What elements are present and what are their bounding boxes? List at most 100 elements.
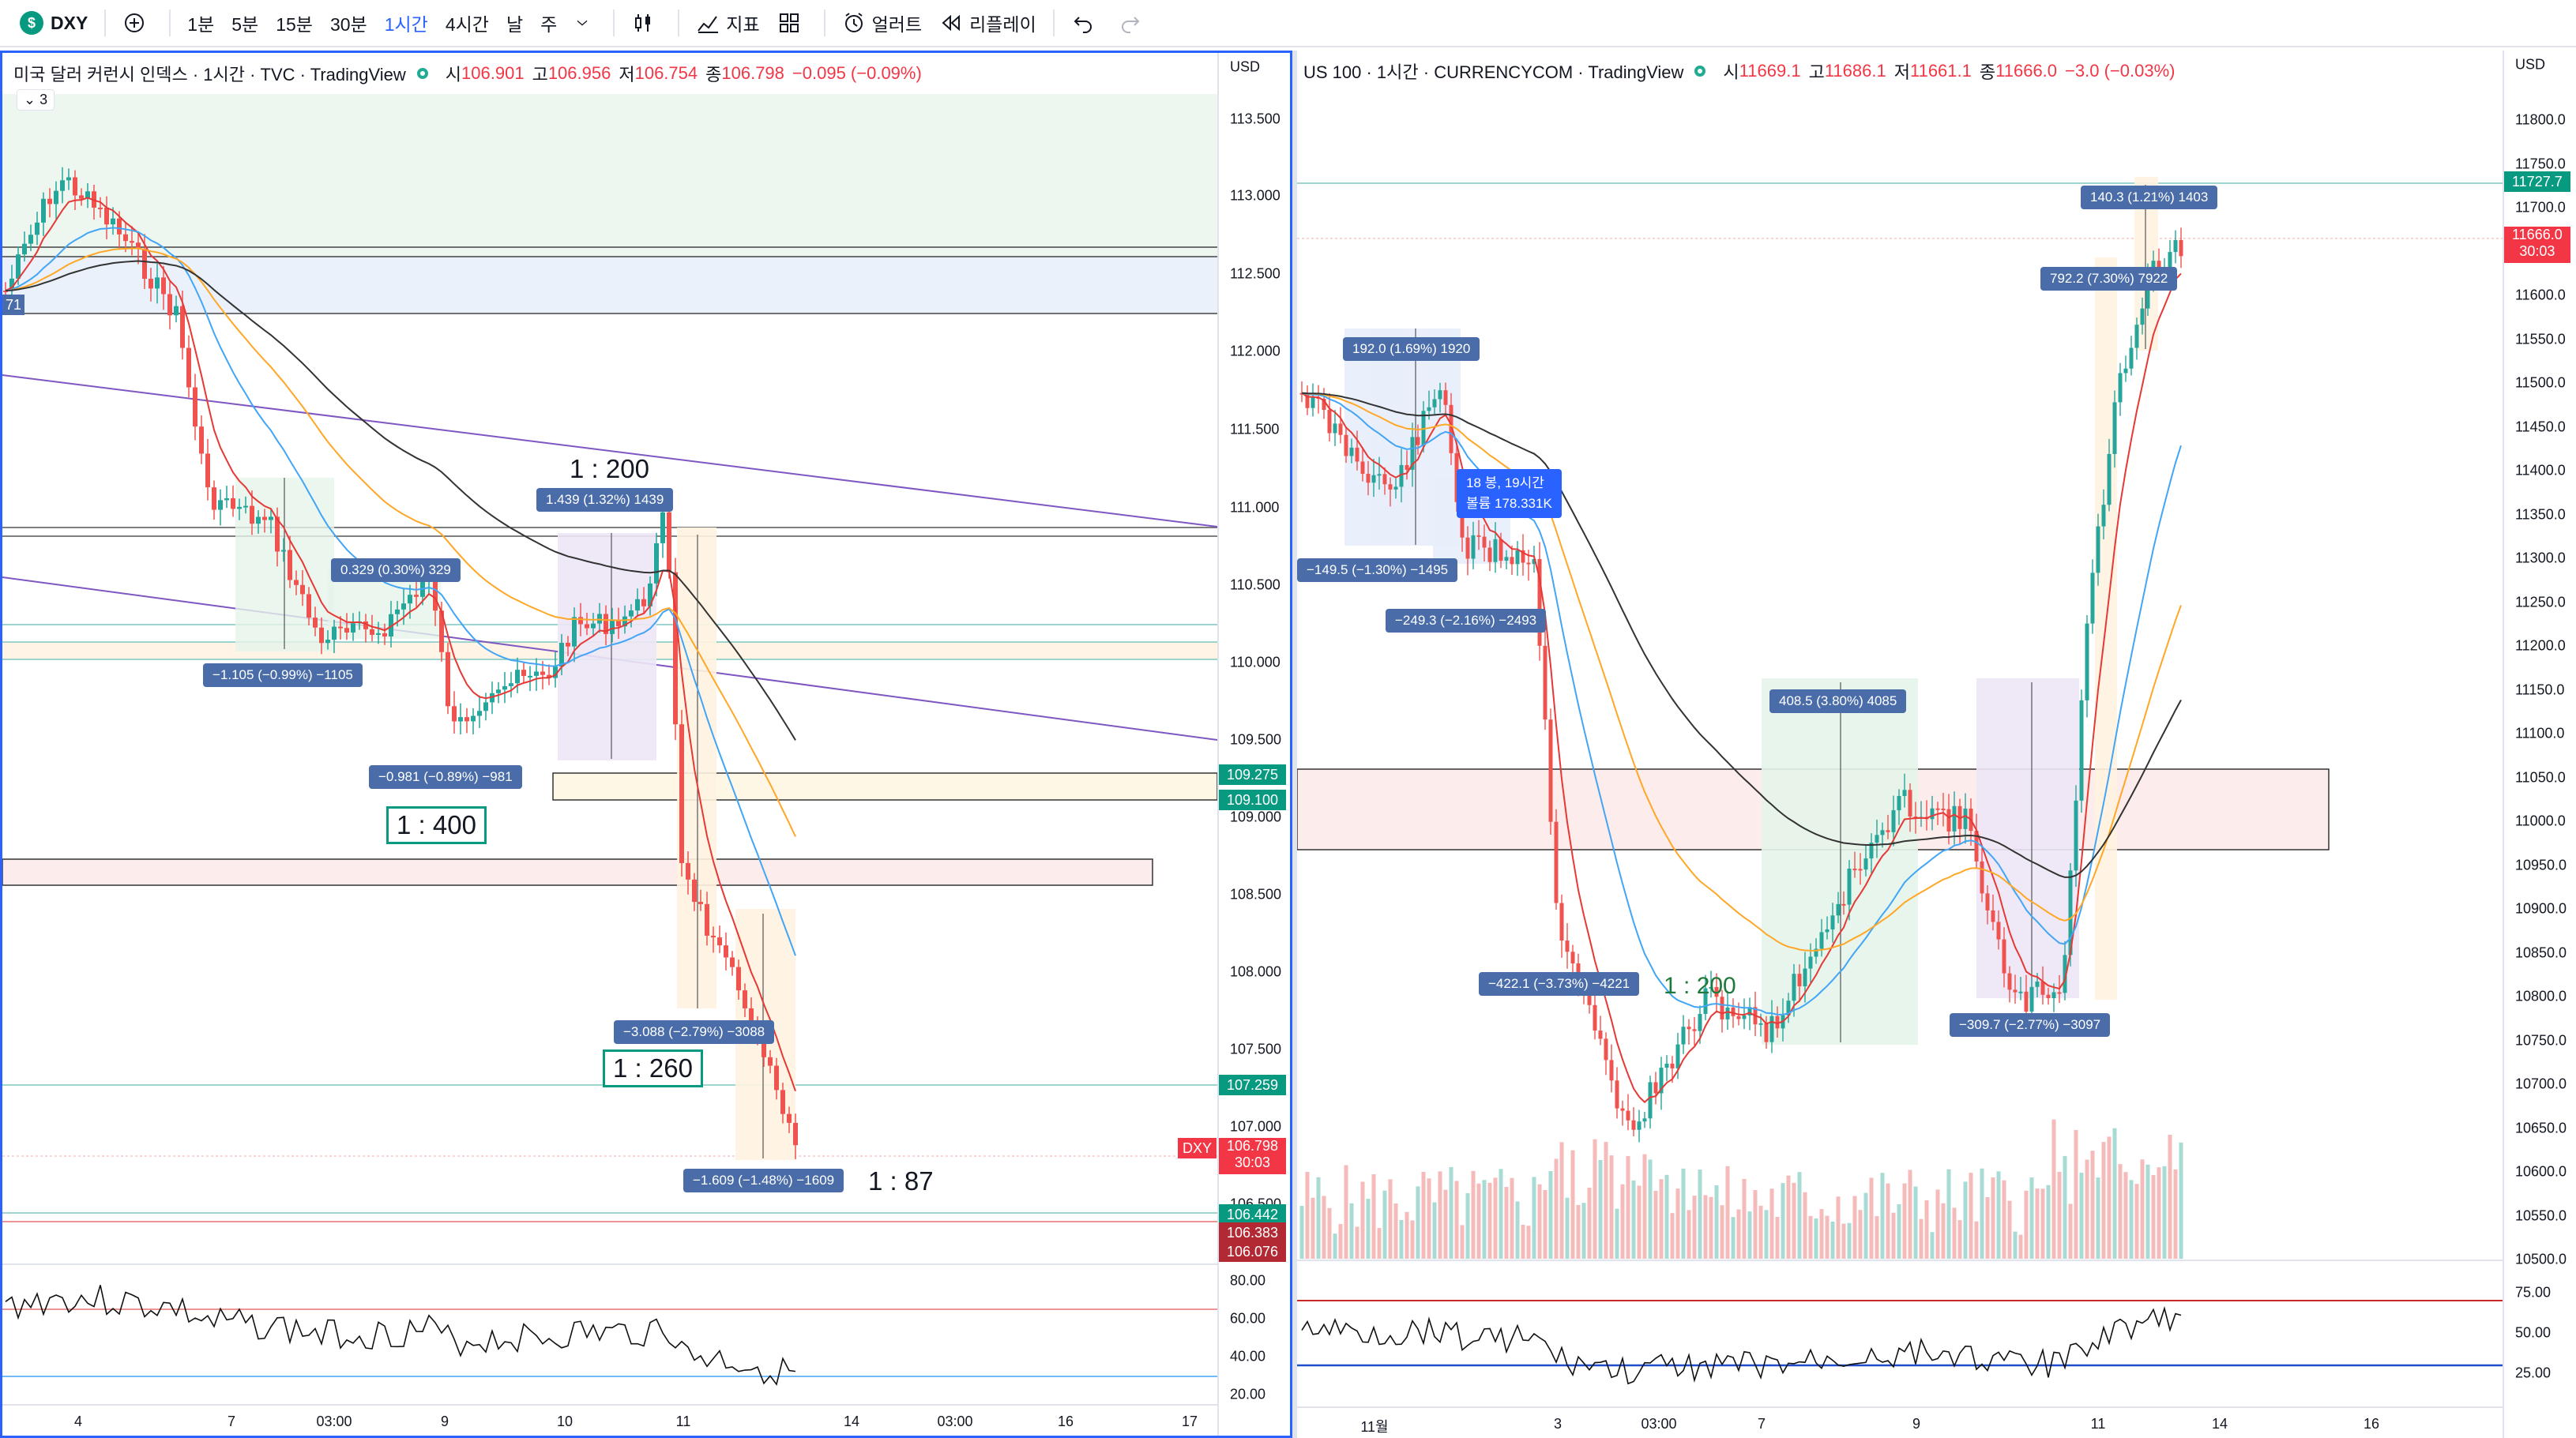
price-tick: 108.000 [1230, 963, 1282, 980]
volume-bar [1687, 1210, 1691, 1259]
volume-bar [1758, 1205, 1763, 1259]
volume-bar [1338, 1224, 1343, 1259]
volume-bar [1421, 1171, 1426, 1259]
candle-body [1769, 1016, 1774, 1042]
interval-1h[interactable]: 1시간 [384, 14, 428, 35]
range-tooltip: 18 봉, 19시간 볼륨 178.331K [1457, 469, 1562, 518]
interval-week[interactable]: 주 [540, 14, 558, 35]
candle-body [1814, 948, 1818, 957]
volume-bar [1886, 1183, 1890, 1259]
divider [613, 9, 615, 36]
volume-bar [1598, 1159, 1603, 1259]
candle-body [79, 195, 84, 199]
us100-chart-pane[interactable]: US 100 · 1시간 · CURRENCYCOM · TradingView… [1297, 51, 2576, 1438]
time-tick: 4 [73, 1414, 83, 1429]
candle-body [1825, 929, 1830, 933]
replay-button[interactable]: 리플레이 [931, 6, 1045, 40]
candle-body [540, 671, 545, 675]
candle-body [167, 294, 172, 316]
candle-body [2068, 870, 2073, 956]
volume-bar [1371, 1174, 1376, 1259]
volume-bar [1299, 1206, 1304, 1259]
candle-body [2074, 800, 2078, 871]
volume-bar [1476, 1183, 1481, 1259]
candle-body [2179, 240, 2183, 257]
dxy-low: 106.754 [634, 63, 698, 83]
volume-bar [1808, 1215, 1813, 1259]
price-tick: 11400.0 [2515, 462, 2566, 479]
interval-15m[interactable]: 15분 [276, 14, 313, 35]
compare-symbol-button[interactable] [114, 6, 161, 40]
dxy-chart-canvas[interactable] [2, 53, 1290, 1436]
alert-button[interactable]: 얼러트 [833, 6, 931, 40]
price-label: 11666.0 30:03 [2504, 227, 2570, 263]
candle-body [616, 619, 621, 627]
dxy-price-axis[interactable]: USD 113.500 113.000 112.500 112.000 111.500 1… [1178, 53, 1290, 1436]
rsi-line [5, 1285, 796, 1386]
interval-4h[interactable]: 4시간 [445, 14, 489, 35]
candle-body [1637, 1121, 1641, 1130]
interval-dropdown[interactable] [566, 6, 605, 40]
time-tick: 14 [2211, 1416, 2228, 1432]
candle-body [111, 218, 115, 225]
interval-5m[interactable]: 5분 [231, 14, 259, 35]
volume-bar [1709, 1196, 1713, 1259]
indicators-button[interactable]: 지표 [687, 6, 768, 40]
volume-bar [1460, 1225, 1465, 1259]
candle-body [1803, 968, 1807, 986]
undo-button[interactable] [1062, 6, 1110, 40]
interval-day[interactable]: 날 [506, 14, 524, 35]
candle-body [1742, 1015, 1747, 1019]
candle-body [98, 207, 103, 209]
candle-body [218, 500, 223, 510]
volume-bar [1454, 1181, 1459, 1259]
volume-bar [1482, 1180, 1487, 1259]
candle-body [1471, 535, 1476, 559]
interval-30m[interactable]: 30분 [329, 14, 367, 35]
candle-body [774, 1065, 779, 1091]
candle-body [1554, 821, 1559, 903]
redo-button[interactable] [1110, 6, 1157, 40]
dxy-high: 106.956 [547, 63, 611, 83]
candle-body [1659, 1068, 1664, 1094]
volume-bar [1532, 1177, 1536, 1259]
pane-divider[interactable] [1292, 51, 1297, 1438]
symbol-search-button[interactable]: $ DXY [11, 6, 96, 40]
time-tick: 9 [440, 1414, 449, 1429]
candle-body [635, 599, 640, 611]
candle-body [534, 671, 539, 676]
candle-body [1366, 474, 1371, 483]
green-zone [2, 94, 1217, 287]
candle-body [1504, 557, 1509, 561]
divider [678, 9, 680, 36]
rsi-tick: 50.00 [2515, 1324, 2552, 1341]
rsi-tick: 40.00 [1230, 1348, 1266, 1365]
volume-bar [1382, 1190, 1387, 1259]
candle-body [749, 1008, 754, 1028]
candle-body [1858, 869, 1863, 871]
chart-type-button[interactable] [622, 6, 670, 40]
risk-reward-ratio: 1 : 87 [868, 1166, 934, 1196]
us100-chart-canvas[interactable] [1297, 51, 2576, 1438]
us100-price-axis[interactable]: USD 11800.011750.011700.011650.011600.01… [2503, 51, 2576, 1438]
moving-average [1301, 392, 2182, 878]
candle-body [705, 903, 709, 936]
dxy-chart-pane[interactable]: 미국 달러 커런시 인덱스 · 1시간 · TVC · TradingView … [0, 51, 1292, 1438]
volume-bar [1775, 1216, 1780, 1259]
candle-body [2096, 526, 2100, 573]
price-tick: 11450.0 [2515, 419, 2566, 434]
layout-templates-button[interactable] [769, 6, 816, 40]
candle-body [1819, 932, 1824, 949]
candle-body [136, 242, 141, 249]
volume-bar [1399, 1219, 1404, 1259]
interval-1m[interactable]: 1분 [187, 14, 215, 35]
indicators-collapse-toggle[interactable]: ⌄ 3 [17, 89, 55, 111]
candle-body [1360, 461, 1365, 475]
dxy-time-axis[interactable]: 4 7 03:00 9 10 11 14 03:00 16 17 [2, 1404, 1217, 1436]
volume-bar [1366, 1199, 1371, 1259]
candle-body [780, 1090, 785, 1114]
dxy-open: 106.901 [461, 63, 525, 83]
candle-body [2157, 261, 2161, 272]
measure-label: 140.3 (1.21%) 1403 [2081, 186, 2218, 209]
us100-time-axis[interactable]: 11월 3 03:00 7 9 11 14 16 [1297, 1406, 2503, 1438]
